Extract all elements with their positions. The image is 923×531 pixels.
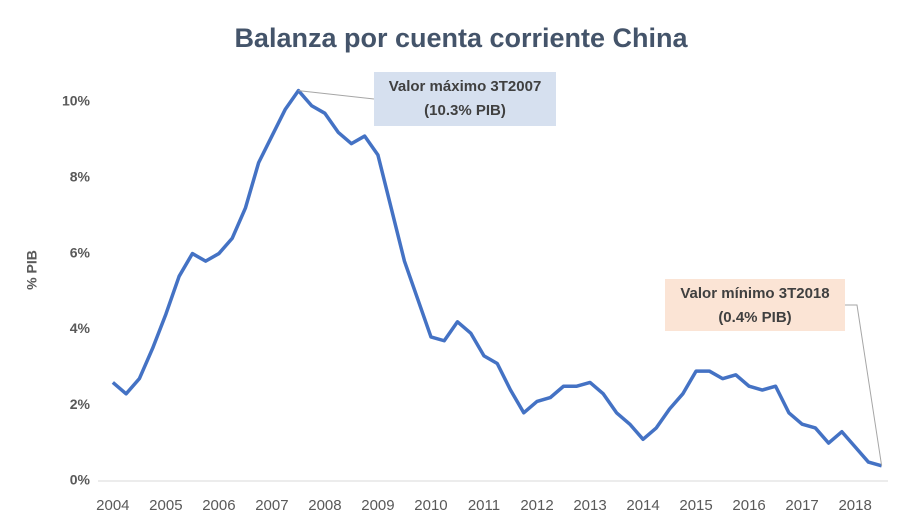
x-tick-label: 2016: [732, 497, 765, 514]
annotation-leader: [298, 90, 375, 100]
x-tick-label: 2010: [414, 497, 447, 514]
annotation-box: [374, 72, 556, 126]
annotation-text: (10.3% PIB): [424, 102, 506, 119]
x-tick-label: 2012: [520, 497, 553, 514]
annotation-text: (0.4% PIB): [718, 309, 791, 326]
y-tick-label: 2%: [70, 396, 91, 412]
x-tick-label: 2005: [149, 497, 182, 514]
chart-title: Balanza por cuenta corriente China: [234, 23, 688, 53]
x-tick-label: 2015: [679, 497, 712, 514]
x-tick-label: 2017: [785, 497, 818, 514]
annotation-text: Valor máximo 3T2007: [389, 78, 542, 95]
data-line: [111, 88, 883, 468]
x-tick-label: 2013: [573, 497, 606, 514]
annotation-leader: [845, 304, 883, 466]
y-tick-label: 0%: [70, 472, 91, 488]
x-tick-label: 2014: [626, 497, 659, 514]
y-tick-label: 4%: [70, 320, 91, 336]
y-tick-label: 6%: [70, 244, 91, 260]
x-tick-label: 2009: [361, 497, 394, 514]
x-tick-label: 2004: [96, 497, 129, 514]
annotation-box: [665, 279, 845, 331]
x-tick-label: 2007: [255, 497, 288, 514]
x-tick-label: 2018: [838, 497, 871, 514]
annotation-text: Valor mínimo 3T2018: [680, 285, 829, 302]
y-axis-label: % PIB: [24, 250, 40, 290]
y-tick-label: 10%: [62, 93, 91, 109]
x-tick-label: 2008: [308, 497, 341, 514]
x-tick-label: 2006: [202, 497, 235, 514]
y-tick-label: 8%: [70, 168, 91, 184]
x-tick-label: 2011: [468, 497, 500, 514]
